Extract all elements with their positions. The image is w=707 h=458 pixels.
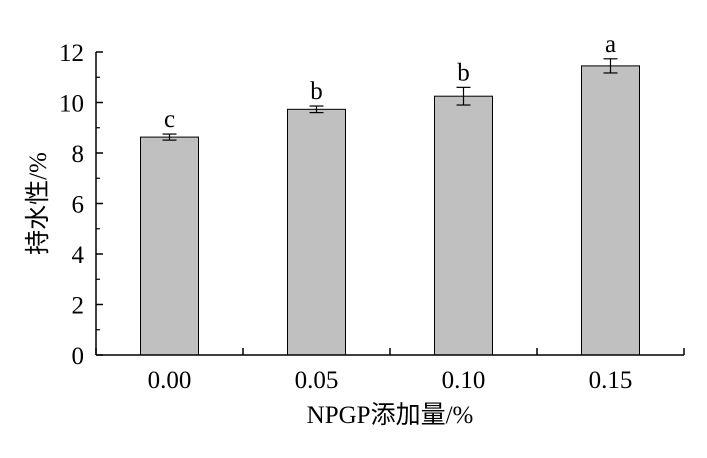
y-tick-label: 0	[72, 343, 85, 370]
x-tick-label: 0.05	[295, 367, 339, 394]
y-tick-label: 12	[59, 40, 84, 67]
x-axis-title: NPGP添加量/%	[307, 401, 474, 429]
x-tick-label: 0.15	[589, 367, 633, 394]
significance-label: a	[605, 31, 616, 58]
y-tick-label: 2	[72, 293, 85, 320]
y-tick-label: 4	[72, 242, 85, 269]
x-tick-label: 0.00	[148, 367, 192, 394]
bar	[434, 95, 493, 356]
y-ticks-group: 0 2 4 6 8 10 12	[59, 40, 103, 370]
error-bars-group	[162, 58, 618, 141]
x-tick-label: 0.10	[442, 367, 486, 394]
significance-labels-group: c b b a	[164, 31, 616, 133]
bars-group	[140, 65, 640, 356]
significance-label: b	[310, 78, 323, 105]
y-tick-label: 8	[72, 141, 85, 168]
y-tick-label: 10	[59, 91, 84, 118]
bar	[581, 65, 640, 356]
bar	[287, 108, 346, 356]
y-axis-title: 持水性/%	[24, 152, 52, 255]
y-tick-label: 6	[72, 192, 85, 219]
x-ticks-group: 0.00 0.05 0.10 0.15	[95, 348, 685, 394]
bar	[140, 136, 199, 356]
significance-label: b	[457, 59, 470, 86]
significance-label: c	[164, 106, 175, 133]
